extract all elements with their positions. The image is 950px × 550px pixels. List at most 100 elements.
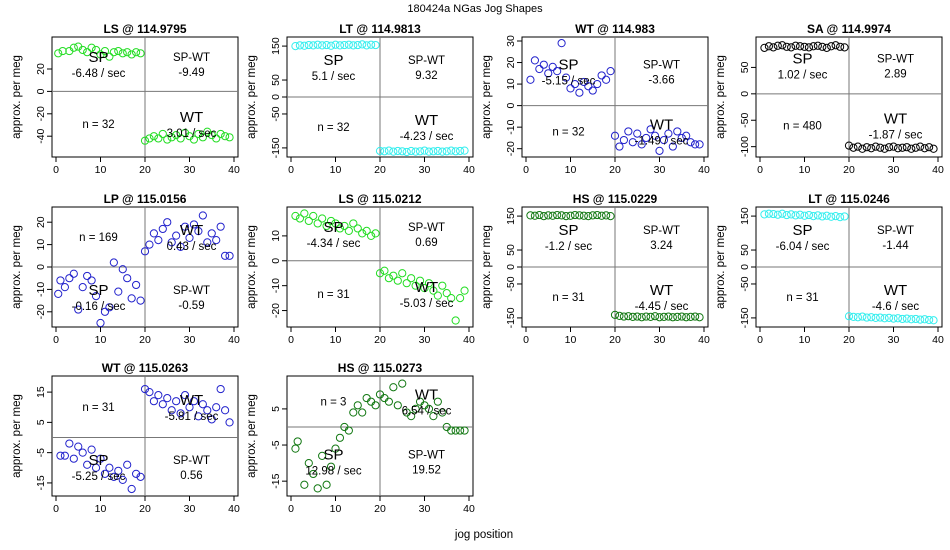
- wt-label: WT: [650, 282, 673, 299]
- data-point: [384, 397, 393, 406]
- n-count: n = 31: [552, 292, 584, 304]
- sp-rate: -4.34 / sec: [307, 238, 361, 250]
- data-point: [548, 211, 557, 220]
- data-point: [225, 418, 234, 427]
- data-point: [140, 136, 150, 145]
- data-point: [167, 238, 176, 247]
- data-point: [295, 41, 304, 50]
- data-point: [561, 73, 571, 82]
- data-point: [650, 131, 660, 140]
- n-count: n = 32: [82, 119, 114, 131]
- data-point: [588, 211, 597, 220]
- data-point: [309, 469, 318, 479]
- x-tick-label: 20: [609, 334, 621, 346]
- data-point: [216, 222, 225, 231]
- data-point: [673, 127, 682, 136]
- x-tick-label: 0: [288, 503, 294, 515]
- data-point: [602, 75, 611, 84]
- y-tick-label: 0: [270, 94, 282, 100]
- x-tick-label: 30: [888, 334, 900, 346]
- y-tick-label: -20: [35, 304, 47, 319]
- x-tick-label: 20: [843, 334, 855, 346]
- data-point: [637, 140, 646, 149]
- data-point: [163, 135, 172, 144]
- data-point: [335, 224, 345, 233]
- data-point: [668, 313, 677, 322]
- data-point: [871, 313, 880, 323]
- data-point: [74, 442, 83, 451]
- data-point: [300, 480, 309, 489]
- panel-title: LS @ 115.0212: [338, 192, 421, 206]
- data-point: [331, 40, 340, 49]
- sp-wt-value: -0.59: [178, 300, 204, 312]
- data-point: [655, 146, 664, 155]
- data-point: [764, 209, 774, 218]
- data-point: [322, 40, 331, 50]
- x-tick-label: 30: [184, 164, 196, 176]
- data-point: [849, 143, 858, 152]
- data-point: [180, 391, 190, 400]
- data-point: [606, 67, 615, 76]
- data-point: [691, 140, 700, 149]
- data-point: [858, 312, 867, 321]
- data-point: [876, 313, 885, 322]
- data-point: [876, 143, 885, 152]
- data-point: [105, 52, 114, 61]
- data-point: [393, 276, 402, 285]
- data-point: [189, 135, 199, 144]
- data-point: [225, 251, 234, 260]
- data-point: [56, 451, 65, 460]
- data-point: [127, 484, 136, 494]
- wt-label: WT: [415, 386, 438, 403]
- data-point: [438, 408, 447, 417]
- data-point: [433, 146, 442, 156]
- data-point: [655, 313, 664, 322]
- data-point: [114, 466, 123, 475]
- data-point: [96, 454, 105, 463]
- data-point: [198, 211, 207, 220]
- sp-wt-value: -3.66: [648, 74, 674, 86]
- panel-title: HS @ 115.0229: [573, 192, 658, 206]
- data-point: [393, 146, 402, 156]
- y-tick-label: 0: [739, 91, 751, 97]
- data-point: [295, 214, 304, 223]
- data-point: [884, 143, 894, 152]
- data-point: [615, 311, 624, 320]
- data-point: [893, 314, 903, 323]
- y-tick-label: -10: [270, 278, 282, 293]
- wt-label: WT: [415, 279, 438, 296]
- sp-wt-value: 3.24: [650, 240, 673, 252]
- x-tick-label: 40: [698, 334, 710, 346]
- wt-rate: 3.01 / sec: [167, 128, 217, 140]
- data-point: [407, 412, 416, 421]
- data-point: [588, 86, 597, 95]
- n-count: n = 169: [79, 232, 118, 244]
- data-point: [840, 212, 849, 221]
- data-point: [691, 312, 700, 321]
- data-point: [610, 131, 620, 140]
- data-point: [760, 43, 769, 52]
- x-tick-label: 10: [330, 164, 342, 176]
- data-point: [411, 147, 420, 156]
- data-point: [132, 469, 141, 478]
- data-point: [54, 49, 63, 58]
- data-point: [447, 146, 456, 155]
- data-point: [451, 316, 460, 325]
- data-point: [100, 469, 110, 478]
- sp-wt-value: 0.56: [180, 470, 202, 482]
- data-point: [309, 211, 318, 221]
- data-point: [291, 444, 300, 453]
- data-point: [429, 286, 438, 295]
- data-point: [898, 314, 907, 324]
- data-point: [344, 226, 353, 236]
- x-tick-label: 0: [757, 334, 763, 346]
- data-point: [579, 211, 588, 220]
- x-tick-label: 0: [288, 334, 294, 346]
- data-point: [291, 41, 300, 51]
- data-point: [415, 147, 425, 156]
- data-point: [69, 269, 78, 278]
- sp-label: SP: [792, 222, 812, 239]
- data-point: [813, 211, 822, 220]
- sp-wt-label: SP-WT: [877, 225, 914, 237]
